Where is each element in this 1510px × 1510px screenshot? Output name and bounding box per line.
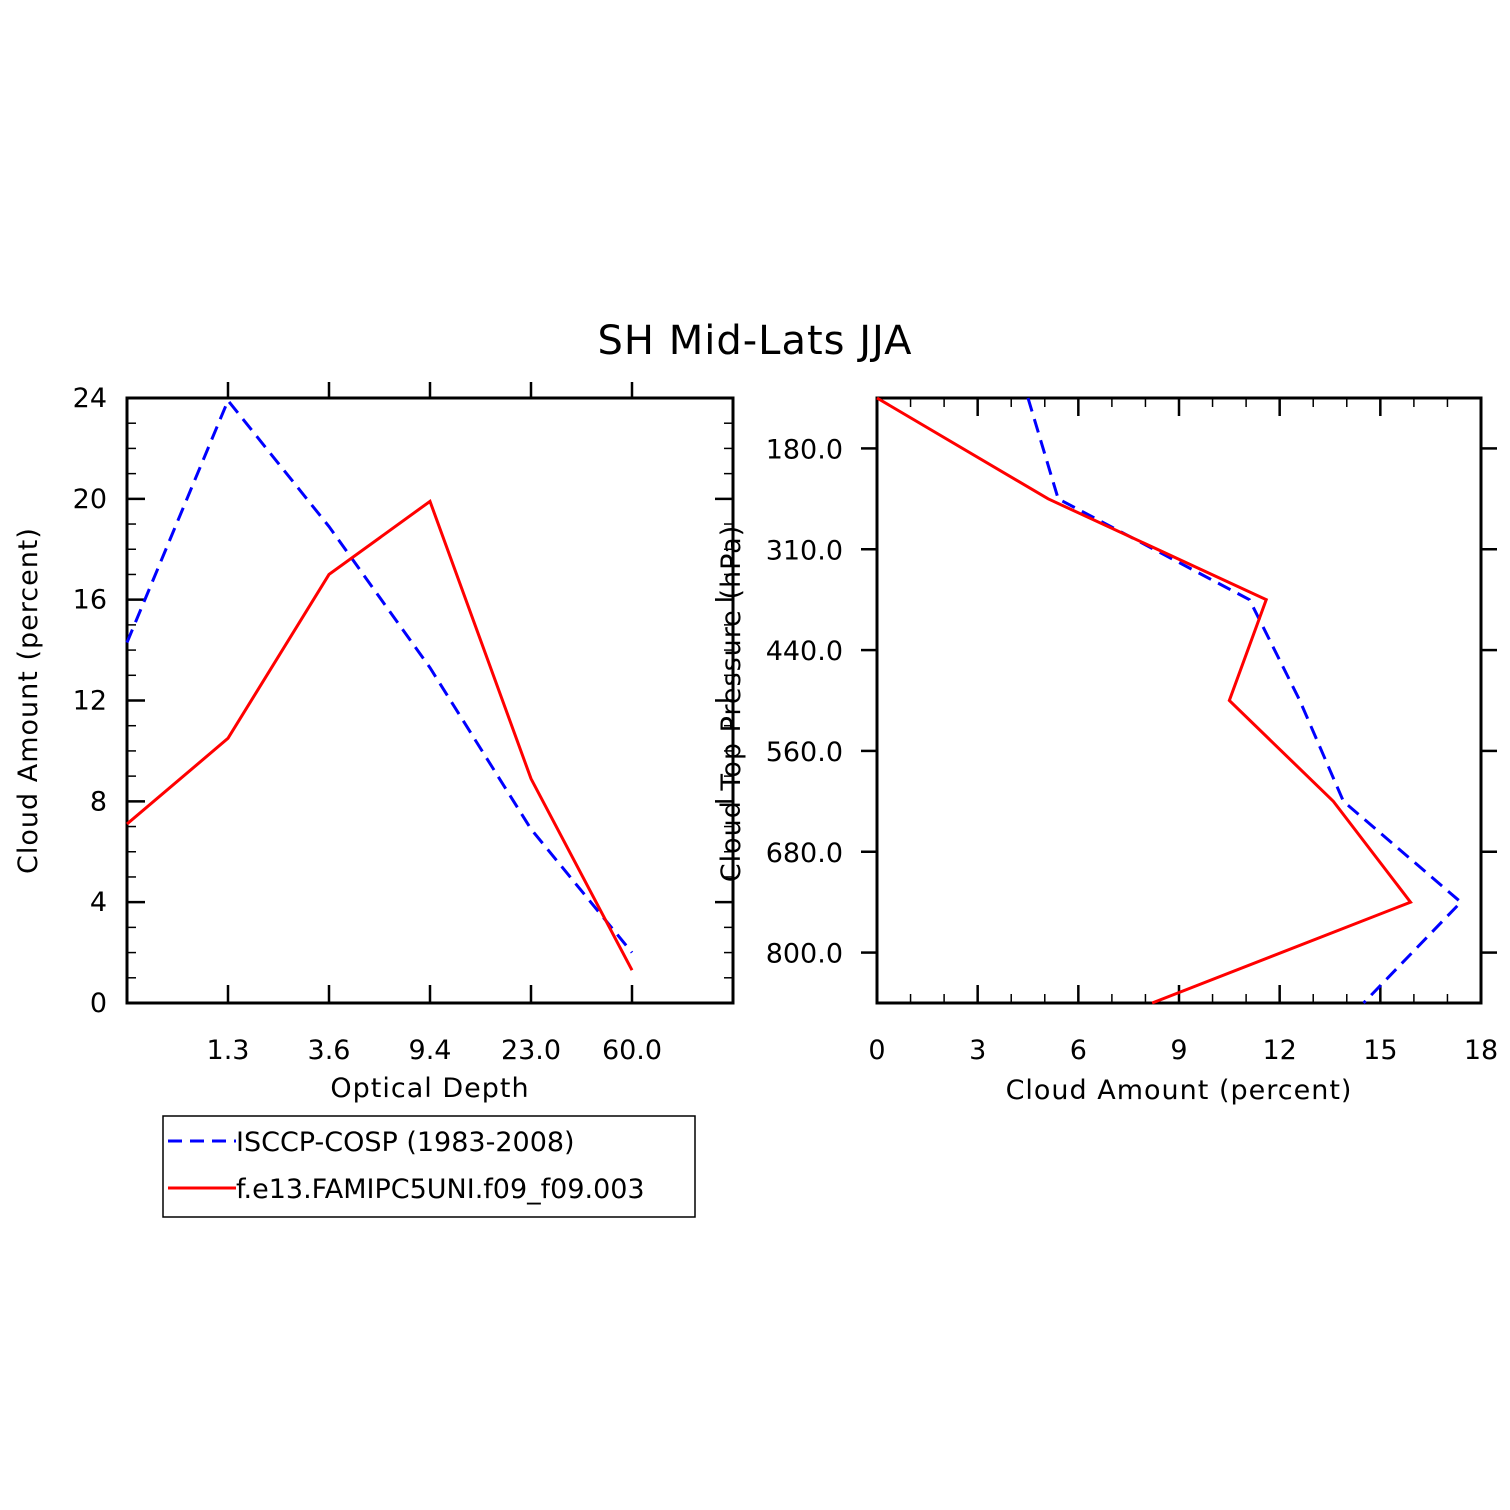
x-tick-label: 6 [1070,1035,1087,1066]
x-tick-label: 9.4 [409,1035,452,1066]
legend-label-model: f.e13.FAMIPC5UNI.f09_f09.003 [236,1174,645,1205]
y-tick-label: 680.0 [766,838,843,869]
y-tick-label: 12 [73,686,107,717]
x-tick-label: 1.3 [207,1035,250,1066]
y-tick-label: 800.0 [766,939,843,970]
y-tick-label: 16 [73,585,107,616]
y-tick-label: 0 [90,988,107,1019]
plot-frame [875,396,1483,1005]
x-tick-label: 60.0 [602,1035,662,1066]
y-tick-label: 8 [90,786,107,817]
y-tick-label: 24 [73,383,107,414]
legend: ISCCP-COSP (1983-2008) f.e13.FAMIPC5UNI.… [162,1115,696,1218]
pressure-panel: 0 3 6 9 12 15 18 180.0 310.0 440.0 560.0 680.0 800.0… [716,396,1498,1106]
optical-depth-panel: 0 4 8 12 16 20 24 1.3 3.6 9.4 23.0 60.0 Optical Dept… [13,382,735,1104]
y-tick-label: 560.0 [766,737,843,768]
y-axis-label: Cloud Amount (percent) [13,527,44,874]
legend-label-obs: ISCCP-COSP (1983-2008) [236,1127,575,1158]
obs-series-line [125,397,634,954]
x-tick-label: 18 [1464,1035,1498,1066]
x-tick-label: 15 [1363,1035,1397,1066]
y-tick-label: 440.0 [766,636,843,667]
model-series-line [876,396,1413,1005]
obs-series-line [1026,397,1464,1005]
x-tick-label: 9 [1170,1035,1187,1066]
plot-frame [125,396,735,1005]
legend-box [162,1115,696,1218]
x-axis-label: Optical Depth [330,1073,529,1104]
x-tick-label: 12 [1262,1035,1296,1066]
y-tick-label: 4 [90,887,107,918]
model-series-line [126,498,634,971]
x-axis-label: Cloud Amount (percent) [1006,1075,1353,1106]
y-axis-label: Cloud Top Pressure (hPa) [716,525,747,883]
x-tick-label: 23.0 [501,1035,561,1066]
y-tick-label: 310.0 [766,535,843,566]
chart-title: SH Mid-Lats JJA [598,318,913,364]
y-tick-label: 20 [73,484,107,515]
x-tick-label: 0 [868,1035,885,1066]
y-tick-label: 180.0 [766,434,843,465]
x-tick-label: 3.6 [308,1035,351,1066]
x-tick-label: 3 [969,1035,986,1066]
